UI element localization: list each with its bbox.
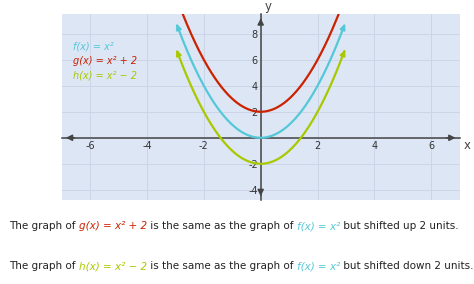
Text: f(x) = x²: f(x) = x² [297, 222, 340, 231]
Text: g(x) = x² + 2: g(x) = x² + 2 [73, 56, 137, 66]
Text: The graph of: The graph of [9, 222, 79, 231]
Text: but shifted down 2 units.: but shifted down 2 units. [340, 261, 474, 271]
Text: is the same as the graph of: is the same as the graph of [147, 222, 297, 231]
Text: y: y [264, 0, 271, 13]
Text: but shifted up 2 units.: but shifted up 2 units. [340, 222, 459, 231]
Text: is the same as the graph of: is the same as the graph of [147, 261, 297, 271]
Text: f(x) = x²: f(x) = x² [297, 261, 340, 271]
Text: f(x) = x²: f(x) = x² [73, 41, 114, 51]
Text: The graph of: The graph of [9, 261, 79, 271]
Text: h(x) = x² − 2: h(x) = x² − 2 [79, 261, 147, 271]
Text: g(x) = x² + 2: g(x) = x² + 2 [79, 222, 147, 231]
Text: h(x) = x² − 2: h(x) = x² − 2 [73, 70, 137, 80]
Text: x: x [464, 139, 471, 152]
